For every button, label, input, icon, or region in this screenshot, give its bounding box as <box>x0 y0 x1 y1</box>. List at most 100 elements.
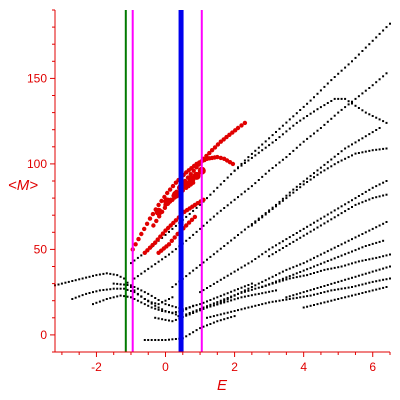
black-point <box>199 291 202 294</box>
black-point <box>133 298 136 300</box>
black-point <box>306 115 309 117</box>
black-point <box>81 294 84 297</box>
black-point <box>333 216 336 219</box>
black-point <box>285 278 288 281</box>
black-point <box>319 89 322 92</box>
black-point <box>378 279 381 282</box>
black-point <box>195 206 198 209</box>
black-point <box>174 311 177 314</box>
black-point <box>316 92 319 95</box>
black-point <box>299 292 302 295</box>
y-axis-title: <M> <box>8 177 38 194</box>
black-point <box>333 288 336 291</box>
black-point <box>171 338 174 341</box>
black-point <box>319 171 322 174</box>
black-point <box>319 253 322 256</box>
black-point <box>316 287 319 289</box>
black-point <box>313 293 315 296</box>
black-point <box>219 294 222 297</box>
black-point <box>351 262 353 265</box>
black-point <box>257 217 260 220</box>
black-point <box>243 162 246 164</box>
black-point <box>368 281 371 284</box>
black-point <box>326 82 329 85</box>
red-point <box>158 234 163 239</box>
black-point <box>233 270 236 273</box>
black-point <box>168 298 170 300</box>
black-point <box>340 287 343 290</box>
black-point <box>302 262 305 265</box>
black-point <box>257 219 260 221</box>
black-point <box>330 158 333 161</box>
black-point <box>295 296 298 299</box>
black-point <box>216 301 219 304</box>
red-point <box>150 211 156 217</box>
black-point <box>154 316 157 319</box>
black-point <box>240 162 243 165</box>
black-point <box>354 152 357 155</box>
black-point <box>292 266 295 269</box>
black-point <box>299 229 302 232</box>
black-point <box>243 264 246 267</box>
black-point <box>302 295 305 298</box>
black-point <box>344 287 347 290</box>
black-point <box>368 229 371 232</box>
black-point <box>233 310 236 312</box>
black-point <box>302 306 305 309</box>
black-point <box>316 226 319 229</box>
red-point <box>191 168 196 173</box>
black-point <box>292 188 295 191</box>
black-point <box>85 292 88 295</box>
black-point <box>295 121 298 124</box>
black-point <box>354 249 357 252</box>
black-point <box>233 298 236 301</box>
black-point <box>185 275 188 278</box>
black-point <box>195 310 198 313</box>
black-point <box>212 253 215 256</box>
black-point <box>309 266 312 269</box>
black-point <box>364 199 367 202</box>
black-point <box>344 147 347 150</box>
black-point <box>306 102 309 105</box>
black-point <box>264 284 267 287</box>
black-point <box>161 236 164 239</box>
black-point <box>257 286 260 289</box>
black-point <box>323 85 326 88</box>
black-point <box>105 288 108 291</box>
x-tick-label: 2 <box>231 360 238 374</box>
black-point <box>299 271 302 273</box>
black-point <box>268 255 271 258</box>
black-point <box>133 277 136 280</box>
black-point <box>268 290 271 293</box>
black-point <box>378 127 381 129</box>
black-point <box>340 108 343 111</box>
black-point <box>177 315 180 318</box>
black-point <box>364 135 367 138</box>
black-point <box>330 282 333 285</box>
red-point <box>139 231 144 237</box>
black-point <box>357 195 360 197</box>
black-point <box>188 212 191 215</box>
red-point <box>192 214 198 220</box>
black-point <box>261 149 264 152</box>
black-point <box>316 303 319 306</box>
black-point <box>347 295 350 298</box>
black-point <box>126 281 129 284</box>
black-point <box>333 266 336 269</box>
black-point <box>98 273 101 276</box>
red-large-point <box>163 197 172 206</box>
black-point <box>375 36 378 39</box>
black-point <box>130 262 132 265</box>
black-point <box>174 318 177 321</box>
black-point <box>309 273 312 275</box>
black-point <box>206 306 208 309</box>
black-point <box>174 248 177 251</box>
black-point <box>278 299 281 302</box>
black-point <box>354 104 357 107</box>
black-point <box>71 280 74 282</box>
black-point <box>102 272 105 275</box>
black-point <box>161 310 164 312</box>
black-point <box>271 167 274 169</box>
black-point <box>306 295 309 298</box>
black-point <box>382 267 385 270</box>
